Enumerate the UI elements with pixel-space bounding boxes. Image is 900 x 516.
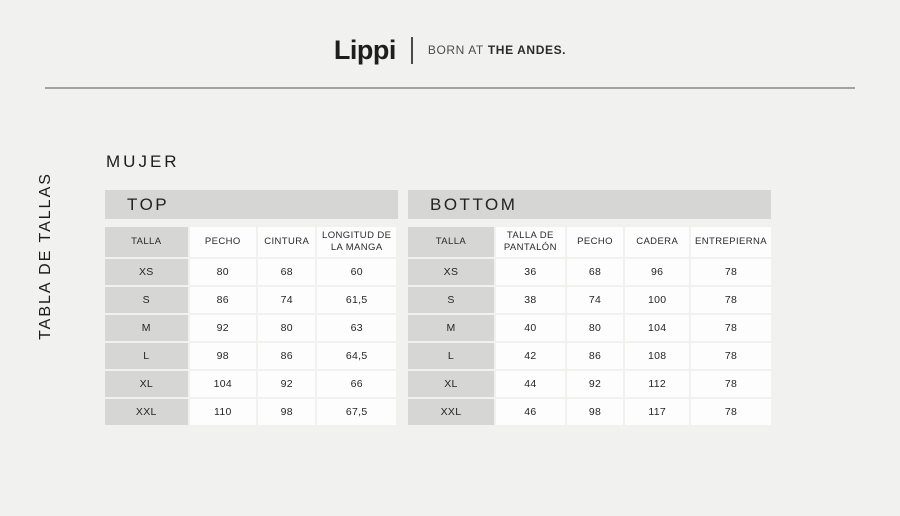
measurement-cell: 96 xyxy=(625,259,690,285)
header-divider-line xyxy=(45,87,855,89)
table-row: S 38 74 100 78 xyxy=(408,287,771,313)
top-size-table: TALLA PECHO CINTURA LONGITUD DE LA MANGA XS 8… xyxy=(103,225,398,427)
measurement-cell: 44 xyxy=(495,371,565,397)
measurement-cell: 86 xyxy=(566,343,624,369)
table-row: XL 44 92 112 78 xyxy=(408,371,771,397)
size-label-cell: XL xyxy=(408,371,494,397)
measure-column-header: LONGITUD DE LA MANGA xyxy=(317,227,396,257)
measurement-cell: 98 xyxy=(189,343,257,369)
bottom-size-table: TALLA TALLA DE PANTALÓN PECHO CADERA ENTREPI… xyxy=(406,225,773,427)
measurement-cell: 78 xyxy=(691,399,771,425)
measurement-cell: 80 xyxy=(189,259,257,285)
size-label-cell: M xyxy=(408,315,494,341)
table-row: S 86 74 61,5 xyxy=(105,287,396,313)
table-row: M 40 80 104 78 xyxy=(408,315,771,341)
measurement-cell: 104 xyxy=(625,315,690,341)
gender-title: MUJER xyxy=(106,152,180,171)
measurement-cell: 78 xyxy=(691,259,771,285)
size-label-cell: XXL xyxy=(408,399,494,425)
measure-column-header: CINTURA xyxy=(258,227,316,257)
lippi-logo: Lippi xyxy=(333,34,396,65)
measurement-cell: 66 xyxy=(317,371,396,397)
bottom-section-header: BOTTOM xyxy=(408,190,771,219)
measurement-cell: 98 xyxy=(258,399,316,425)
measurement-cell: 86 xyxy=(189,287,257,313)
measurement-cell: 80 xyxy=(258,315,316,341)
measurement-cell: 80 xyxy=(566,315,624,341)
measurement-cell: 68 xyxy=(258,259,316,285)
measure-column-header: CADERA xyxy=(625,227,690,257)
measurement-cell: 74 xyxy=(258,287,316,313)
table-row: M 92 80 63 xyxy=(105,315,396,341)
table-row: XXL 110 98 67,5 xyxy=(105,399,396,425)
measurement-cell: 74 xyxy=(566,287,624,313)
vertical-page-label: TABLA DE TALLAS xyxy=(37,172,54,340)
measurement-cell: 67,5 xyxy=(317,399,396,425)
size-column-header: TALLA xyxy=(105,227,188,257)
measure-column-header: PECHO xyxy=(189,227,257,257)
table-row: L 42 86 108 78 xyxy=(408,343,771,369)
measurement-cell: 112 xyxy=(625,371,690,397)
brand-tagline: BORN AT THE ANDES. xyxy=(428,43,566,57)
measurement-cell: 92 xyxy=(566,371,624,397)
tagline-regular: BORN AT xyxy=(427,43,484,57)
measurement-cell: 78 xyxy=(691,343,771,369)
size-column-header: TALLA xyxy=(408,227,494,257)
measurement-cell: 46 xyxy=(495,399,565,425)
table-row: XL 104 92 66 xyxy=(105,371,396,397)
measurement-cell: 78 xyxy=(691,315,771,341)
measurement-cell: 63 xyxy=(317,315,396,341)
measurement-cell: 61,5 xyxy=(317,287,396,313)
measure-column-header: TALLA DE PANTALÓN xyxy=(495,227,565,257)
table-row: XS 80 68 60 xyxy=(105,259,396,285)
measurement-cell: 68 xyxy=(566,259,624,285)
measurement-cell: 98 xyxy=(566,399,624,425)
size-label-cell: M xyxy=(105,315,188,341)
measurement-cell: 100 xyxy=(625,287,690,313)
measurement-cell: 92 xyxy=(189,315,257,341)
table-header-row: TALLA TALLA DE PANTALÓN PECHO CADERA ENTREPI… xyxy=(408,227,771,257)
size-label-cell: S xyxy=(105,287,188,313)
size-label-cell: XS xyxy=(105,259,188,285)
measurement-cell: 108 xyxy=(625,343,690,369)
table-row: L 98 86 64,5 xyxy=(105,343,396,369)
table-row: XS 36 68 96 78 xyxy=(408,259,771,285)
measurement-cell: 78 xyxy=(691,371,771,397)
table-row: XXL 46 98 117 78 xyxy=(408,399,771,425)
measurement-cell: 40 xyxy=(495,315,565,341)
tagline-bold: THE ANDES. xyxy=(487,43,567,57)
top-section-header: TOP xyxy=(105,190,398,219)
logo-divider xyxy=(410,36,413,64)
measurement-cell: 42 xyxy=(495,343,565,369)
measurement-cell: 60 xyxy=(317,259,396,285)
measurement-cell: 104 xyxy=(189,371,257,397)
measurement-cell: 36 xyxy=(495,259,565,285)
size-label-cell: XS xyxy=(408,259,494,285)
size-label-cell: XL xyxy=(105,371,188,397)
site-header: Lippi BORN AT THE ANDES. xyxy=(0,30,900,70)
measurement-cell: 64,5 xyxy=(317,343,396,369)
table-header-row: TALLA PECHO CINTURA LONGITUD DE LA MANGA xyxy=(105,227,396,257)
measure-column-header: PECHO xyxy=(566,227,624,257)
measurement-cell: 78 xyxy=(691,287,771,313)
size-label-cell: L xyxy=(105,343,188,369)
measurement-cell: 38 xyxy=(495,287,565,313)
bottom-section-label: BOTTOM xyxy=(430,194,518,214)
measurement-cell: 117 xyxy=(625,399,690,425)
measure-column-header: ENTREPIERNA xyxy=(691,227,771,257)
size-label-cell: XXL xyxy=(105,399,188,425)
top-section-label: TOP xyxy=(127,194,170,214)
measurement-cell: 110 xyxy=(189,399,257,425)
measurement-cell: 86 xyxy=(258,343,316,369)
size-label-cell: L xyxy=(408,343,494,369)
measurement-cell: 92 xyxy=(258,371,316,397)
size-label-cell: S xyxy=(408,287,494,313)
